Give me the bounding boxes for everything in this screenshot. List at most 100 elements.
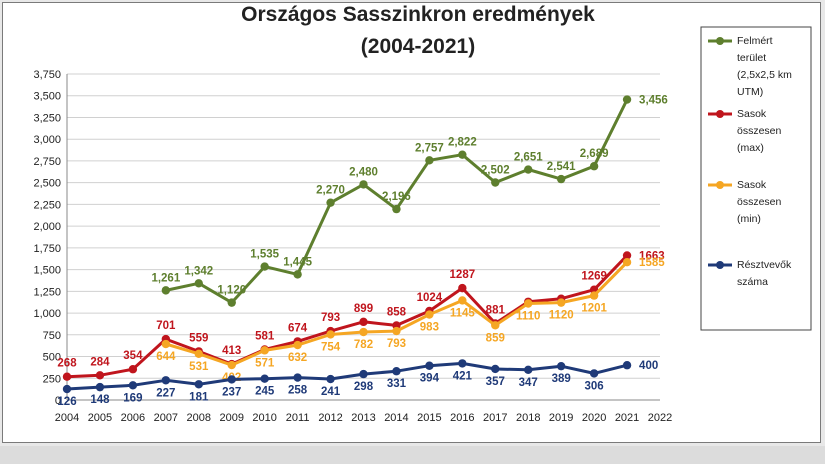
data-label: 268 [57,358,77,370]
x-tick-label: 2009 [219,412,243,424]
data-point [326,198,335,207]
data-label: 347 [519,377,538,389]
y-tick-label: 1,750 [33,243,61,255]
data-label: 241 [321,386,341,398]
x-tick-label: 2012 [318,412,342,424]
data-label: 306 [585,380,604,392]
legend-label: (min) [737,213,761,225]
data-label: 754 [321,341,341,353]
data-label: 284 [90,356,110,368]
x-tick-label: 2020 [582,412,606,424]
data-label: 1145 [450,307,476,319]
y-tick-label: 750 [43,330,61,342]
data-label: 2,480 [349,166,378,178]
data-label: 1663 [639,250,665,262]
data-point [128,365,138,374]
data-label: 1,261 [151,272,180,284]
x-tick-label: 2007 [154,412,178,424]
data-label: 2,541 [547,161,576,173]
data-point [589,369,599,378]
y-tick-label: 2,750 [33,156,61,168]
y-tick-label: 2,500 [33,178,61,190]
y-tick-label: 3,000 [33,134,61,146]
data-label: 782 [354,339,373,351]
data-point [524,165,533,174]
data-point [194,279,203,288]
legend-label: száma [737,276,768,288]
data-point [359,369,368,379]
data-point [425,156,434,165]
data-point [458,359,467,368]
data-label: 237 [222,386,241,398]
data-point [260,262,269,271]
data-point [128,381,138,390]
data-label: 2,757 [415,142,444,154]
y-tick-label: 1,250 [33,286,61,298]
data-label: 389 [552,373,571,385]
data-label: 881 [486,304,506,316]
data-point [227,298,236,307]
data-label: 1110 [516,311,540,323]
x-tick-label: 2008 [187,412,211,424]
legend-label: (max) [737,142,764,154]
x-tick-label: 2019 [549,412,573,424]
data-label: 354 [123,350,143,362]
data-label: 2,196 [382,191,411,203]
legend-swatch-marker [716,181,724,189]
data-label: 1201 [581,303,607,315]
data-point [425,310,434,319]
data-point [622,258,632,267]
data-point [293,270,302,279]
data-label: 1287 [450,269,476,281]
data-label: 793 [387,338,406,350]
data-point [556,298,566,307]
data-point [359,327,368,337]
y-tick-label: 3,500 [33,91,61,103]
data-label: 258 [288,385,308,397]
data-point [458,283,467,293]
data-label: 674 [288,322,308,334]
data-label: 1,120 [217,285,246,297]
data-label: 331 [387,378,407,390]
data-label: 2,502 [481,164,510,176]
data-point [95,371,105,380]
legend-swatch-marker [716,261,724,269]
data-point [556,174,566,184]
legend-label: (2,5x2,5 km [737,69,792,81]
data-label: 169 [123,392,142,404]
y-tick-label: 3,750 [33,69,61,81]
chart-title: Országos Sasszinkron eredmények [241,3,595,26]
data-label: 531 [189,361,209,373]
data-point [491,178,500,187]
data-label: 559 [189,332,208,344]
data-point [491,364,500,374]
data-point [458,296,467,305]
y-tick-label: 2,250 [33,199,61,211]
series-line [66,254,629,379]
data-label: 126 [57,396,76,408]
data-label: 421 [453,370,473,382]
data-point [458,150,467,159]
y-tick-label: 2,000 [33,221,61,233]
data-point [622,361,632,370]
data-point [622,251,632,260]
x-tick-label: 2021 [615,412,639,424]
x-tick-label: 2022 [648,412,672,424]
data-point [589,291,599,300]
legend-label: Sasok [737,108,767,120]
y-tick-label: 1,000 [33,308,61,320]
x-tick-label: 2014 [384,412,408,424]
data-label: 1024 [417,292,443,304]
data-point [392,204,401,214]
x-tick-label: 2005 [88,412,112,424]
legend-swatch-marker [716,110,724,118]
data-label: 1120 [549,310,574,322]
data-point [524,299,533,308]
data-point [392,326,401,336]
data-label: 400 [639,360,658,372]
data-point [260,374,269,383]
data-point [161,286,171,295]
data-label: 793 [321,312,340,324]
data-label: 1,342 [184,265,213,277]
legend-label: Résztvevők [737,259,792,271]
